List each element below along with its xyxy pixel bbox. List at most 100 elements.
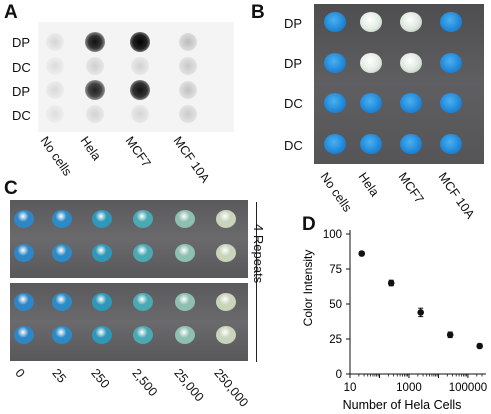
x-axis-label: Number of Hela Cells bbox=[343, 398, 462, 412]
plate-well bbox=[440, 12, 462, 32]
plate-well bbox=[324, 53, 346, 73]
repeats-bracket bbox=[256, 202, 257, 362]
panel-b-letter: B bbox=[251, 2, 265, 23]
data-point bbox=[446, 331, 454, 339]
assay-well bbox=[175, 326, 195, 344]
panel-a-col-label: MCF7 bbox=[122, 134, 154, 170]
assay-well bbox=[175, 210, 195, 228]
panel-b-col-label: Hela bbox=[355, 170, 382, 200]
blot-dot bbox=[46, 33, 64, 51]
plate-well bbox=[400, 134, 422, 154]
x-tick-label: 100000 bbox=[449, 382, 487, 394]
assay-well bbox=[14, 244, 34, 262]
panel-d-chart: 0 25 50 75 100 10 1000 100000 Color Intensity N… bbox=[301, 229, 487, 412]
assay-well bbox=[175, 293, 195, 311]
assay-well bbox=[216, 293, 236, 311]
assay-well bbox=[216, 326, 236, 344]
panel-d-letter: D bbox=[302, 214, 316, 235]
x-tick-label: 1000 bbox=[396, 382, 422, 394]
repeats-label: 4 Repeats bbox=[251, 224, 266, 284]
assay-well bbox=[133, 244, 153, 262]
data-point bbox=[387, 279, 395, 287]
assay-well bbox=[52, 210, 72, 228]
assay-well bbox=[175, 244, 195, 262]
assay-well bbox=[14, 293, 34, 311]
plate-well bbox=[360, 12, 382, 32]
blot-dot bbox=[46, 57, 64, 75]
panel-b-row-label: DC bbox=[284, 138, 303, 153]
panel-c-letter: C bbox=[4, 178, 18, 199]
assay-well bbox=[92, 293, 112, 311]
y-axis-label: Color Intensity bbox=[301, 250, 315, 327]
assay-well bbox=[216, 210, 236, 228]
panel-c-x-label: 2,500 bbox=[129, 366, 161, 399]
assay-well bbox=[52, 244, 72, 262]
panel-c-plate-bottom bbox=[10, 283, 248, 361]
blot-dot bbox=[131, 57, 149, 75]
assay-well bbox=[133, 326, 153, 344]
panel-a-row-label: DP bbox=[12, 84, 31, 99]
blot-dot bbox=[46, 105, 64, 123]
plate-well bbox=[360, 53, 382, 73]
panel-a-row-label: DC bbox=[12, 108, 31, 123]
assay-well bbox=[14, 326, 34, 344]
panel-c-x-label: 250 bbox=[88, 366, 113, 391]
y-tick-label: 100 bbox=[323, 229, 342, 241]
plate-well bbox=[400, 12, 422, 32]
panel-b-row-label: DP bbox=[284, 56, 303, 71]
panel-c-x-label: 250,000 bbox=[211, 366, 252, 410]
assay-well bbox=[133, 293, 153, 311]
assay-well bbox=[92, 210, 112, 228]
panel-b-col-label: No cells bbox=[317, 170, 355, 215]
plate-well bbox=[324, 93, 346, 113]
plate-well bbox=[324, 134, 346, 154]
plate-well bbox=[360, 93, 382, 113]
blot-dot bbox=[130, 80, 150, 100]
panel-b-col-label: MCF 10A bbox=[435, 170, 478, 222]
panel-c-x-label: 0 bbox=[12, 366, 28, 381]
blot-dot bbox=[179, 81, 197, 99]
blot-dot bbox=[179, 57, 197, 75]
blot-dot bbox=[179, 105, 197, 123]
blot-dot bbox=[86, 105, 104, 123]
plate-well bbox=[360, 134, 382, 154]
plate-well bbox=[440, 93, 462, 113]
assay-well bbox=[52, 293, 72, 311]
panel-a-row-label: DP bbox=[12, 35, 31, 50]
y-tick-label: 25 bbox=[329, 334, 342, 346]
assay-well bbox=[133, 210, 153, 228]
panel-a-col-label: MCF 10A bbox=[170, 134, 213, 186]
plate-well bbox=[400, 93, 422, 113]
blot-dot bbox=[46, 81, 64, 99]
plate-well bbox=[400, 53, 422, 73]
assay-well bbox=[52, 326, 72, 344]
blot-dot bbox=[85, 80, 105, 100]
blot-dot bbox=[131, 105, 149, 123]
panel-b-row-label: DP bbox=[284, 16, 303, 31]
assay-well bbox=[216, 244, 236, 262]
y-tick-label: 75 bbox=[329, 264, 342, 276]
data-point bbox=[417, 309, 424, 316]
panel-a-col-label: Hela bbox=[77, 134, 104, 164]
panel-c-plate-top bbox=[10, 200, 248, 278]
data-point bbox=[358, 250, 366, 257]
assay-well bbox=[92, 326, 112, 344]
panel-b-row-label: DC bbox=[284, 96, 303, 111]
panel-c-x-label: 25,000 bbox=[171, 366, 207, 405]
plate-well bbox=[440, 53, 462, 73]
panel-a-letter: A bbox=[4, 2, 18, 23]
blot-dot bbox=[85, 32, 105, 52]
plate-well bbox=[324, 12, 346, 32]
panel-b-col-label: MCF7 bbox=[395, 170, 427, 206]
assay-well bbox=[92, 244, 112, 262]
panel-c-x-label: 25 bbox=[49, 366, 69, 386]
y-tick-label: 0 bbox=[336, 369, 342, 381]
panel-a-col-label: No cells bbox=[37, 134, 75, 179]
assay-well bbox=[14, 210, 34, 228]
y-tick-label: 50 bbox=[329, 299, 342, 311]
blot-dot bbox=[86, 57, 104, 75]
data-point bbox=[476, 342, 483, 350]
blot-dot bbox=[130, 32, 150, 52]
blot-dot bbox=[179, 33, 197, 51]
x-tick-label: 10 bbox=[344, 382, 357, 394]
